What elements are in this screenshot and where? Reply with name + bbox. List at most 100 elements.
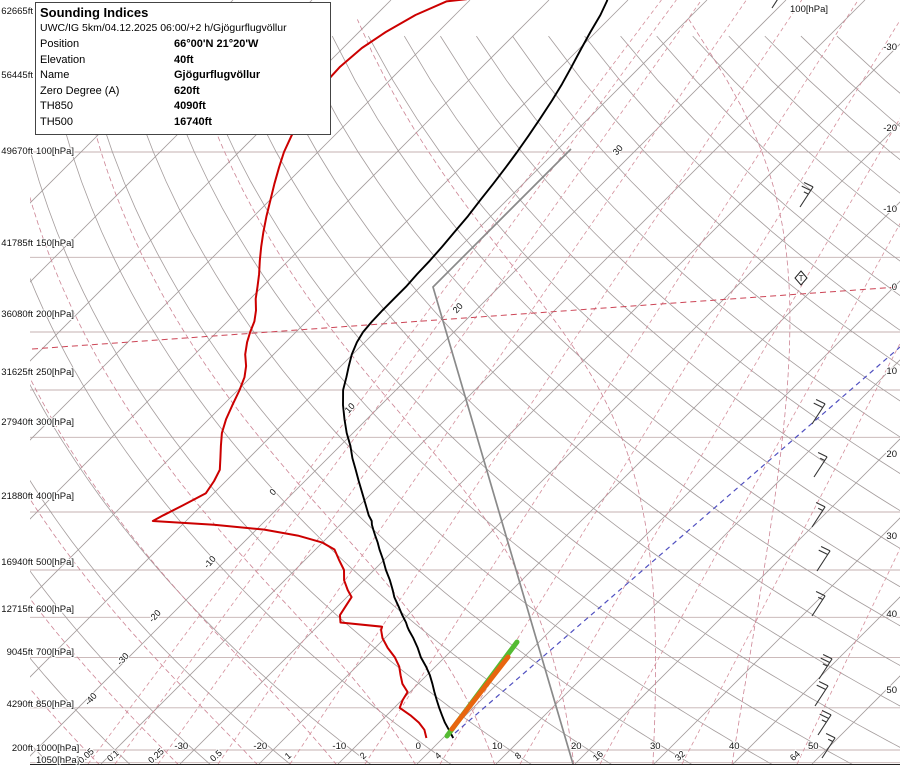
mixing-ratio-line (157, 0, 702, 764)
dry-adiabat-line (512, 35, 900, 402)
index-label: TH850 (40, 100, 74, 112)
isotherm-line (574, 438, 900, 764)
indices-row: TH500 16740ft (40, 115, 324, 131)
moist-adiabat-line (688, 19, 791, 764)
isa-reference-line (432, 148, 574, 764)
moist-adiabat-line (357, 19, 656, 764)
altitude-label: 21880ft (1, 491, 33, 502)
index-label: Elevation (40, 53, 86, 66)
pressure-label-top-right: 100[hPa] (790, 4, 828, 15)
wind-barb (818, 653, 833, 680)
indices-row: Position 66°00'N 21°20'W (40, 37, 324, 53)
adiabat-label: -10 (202, 554, 218, 570)
right-temp-label: 20 (886, 449, 897, 460)
bottom-temp-label: 0 (416, 741, 421, 752)
index-label: Name (40, 69, 70, 81)
adiabat-label: -20 (147, 608, 163, 624)
isotherm-line (179, 43, 900, 764)
tropopause-line (31, 286, 899, 350)
isotherm-line (653, 517, 900, 764)
dry-adiabat-line (800, 35, 900, 127)
adiabat-label: 30 (611, 143, 625, 157)
right-temp-label: 30 (886, 531, 897, 542)
index-value: 4090ft (174, 100, 206, 112)
index-value: 40ft (174, 53, 194, 66)
sounding-indices-panel: Sounding Indices UWC/IG 5km/04.12.2025 0… (35, 2, 331, 135)
index-value: Gjögurflugvöllur (174, 69, 261, 81)
isotherm-line (416, 280, 900, 764)
dry-adiabat-line (151, 35, 853, 764)
tropopause-marker-label: T (799, 274, 804, 283)
mixing-ratio-line (519, 117, 900, 764)
right-temp-label: 40 (886, 609, 897, 620)
wind-barb (817, 709, 832, 736)
bottom-temp-label: -30 (174, 741, 188, 752)
mixing-ratio-label: 2 (358, 750, 368, 761)
isotherm-line (258, 122, 900, 764)
bottom-temp-label: 20 (571, 741, 582, 752)
dry-adiabat-line (367, 35, 900, 549)
dry-adiabat-line (764, 35, 900, 161)
moist-adiabat-line (30, 377, 337, 764)
adiabat-label: -40 (83, 691, 99, 707)
pressure-label: 200[hPa] (36, 309, 74, 320)
mixing-ratio-line (796, 547, 900, 764)
dry-adiabat-line (440, 35, 900, 474)
adiabat-label: 20 (451, 301, 465, 315)
pressure-label: 150[hPa] (36, 238, 74, 249)
altitude-label: 200ft (12, 743, 33, 754)
indices-row: Zero Degree (A) 620ft (40, 84, 324, 100)
dry-adiabat-line (30, 383, 371, 764)
pressure-label: 850[hPa] (36, 699, 74, 710)
dry-adiabat-line (187, 35, 900, 748)
mixing-ratio-label: 64 (788, 749, 802, 763)
wind-barb (816, 545, 831, 572)
isotherm-line (30, 0, 708, 678)
isotherm-line (30, 0, 550, 520)
dry-adiabat-line (728, 35, 900, 194)
index-label: TH500 (40, 115, 74, 128)
temperature-trace (342, 0, 609, 739)
wind-barb (811, 590, 826, 617)
indices-rows: Position 66°00'N 21°20'W Elevation 40ft Name… (40, 37, 324, 130)
mixing-ratio-line (681, 342, 900, 764)
dewpoint-trace (151, 0, 468, 739)
dry-adiabat-line (30, 148, 532, 764)
right-temp-label: -10 (883, 204, 897, 215)
reference-blue-line (454, 346, 900, 734)
mixing-ratio-line (217, 0, 747, 764)
indices-row: Elevation 40ft (40, 53, 324, 69)
altitude-label: 9045ft (7, 647, 34, 658)
isotherm-line (30, 0, 787, 757)
pressure-label: 400[hPa] (36, 491, 74, 502)
wind-barb (811, 398, 826, 425)
mixing-ratio-line (599, 222, 900, 764)
pressure-label: 100[hPa] (36, 146, 74, 157)
isotherm-line (30, 0, 629, 599)
altitude-label: 31625ft (1, 367, 33, 378)
right-temp-label: -20 (883, 123, 897, 134)
isotherm-line (337, 201, 900, 764)
bottom-temp-label: 50 (808, 741, 819, 752)
right-temp-label: 10 (886, 366, 897, 377)
dry-adiabat-line (30, 479, 291, 764)
dry-adiabat-line (259, 35, 900, 666)
altitude-label: 27940ft (1, 417, 33, 428)
mixing-ratio-line (364, 0, 859, 764)
tropopause-marker: T (794, 270, 808, 286)
right-temp-label: 0 (892, 282, 897, 293)
moist-adiabat-line (179, 19, 575, 764)
altitude-label: 12715ft (1, 604, 33, 615)
panel-subtitle: UWC/IG 5km/04.12.2025 06:00/+2 h/Gjögurf… (40, 22, 287, 34)
dry-adiabat-line (692, 35, 900, 228)
panel-title: Sounding Indices (40, 5, 149, 20)
isotherm-line (30, 0, 471, 441)
adiabat-label: -30 (115, 651, 131, 667)
wind-barb (821, 732, 836, 759)
wind-barb-column: T (771, 0, 836, 759)
altitude-label: 41785ft (1, 238, 33, 249)
index-label: Zero Degree (A) (40, 84, 120, 97)
wind-barb (813, 451, 828, 478)
altitude-label: 36080ft (1, 309, 33, 320)
